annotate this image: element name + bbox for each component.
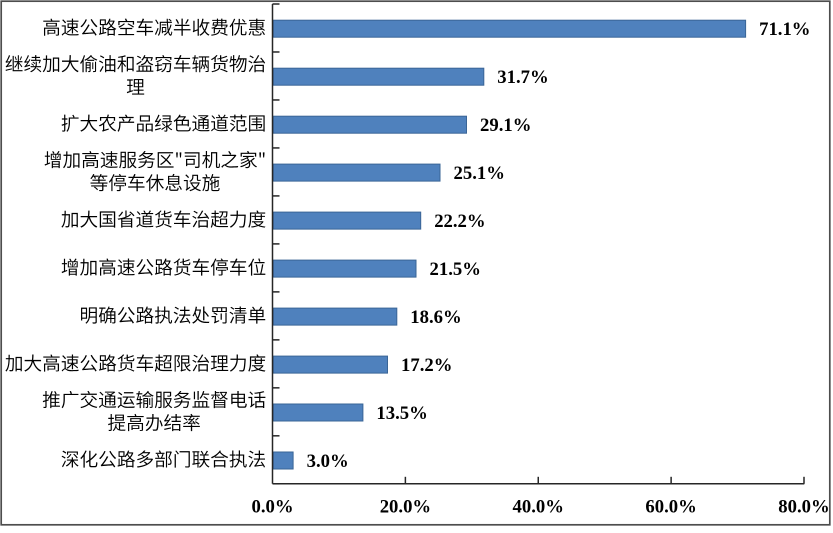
svg-text:18.6%: 18.6%: [410, 307, 461, 328]
svg-text:0.0%: 0.0%: [251, 497, 293, 518]
svg-text:25.1%: 25.1%: [454, 163, 505, 184]
svg-text:22.2%: 22.2%: [434, 211, 485, 232]
svg-text:17.2%: 17.2%: [401, 355, 452, 376]
svg-text:31.7%: 31.7%: [497, 67, 548, 88]
svg-text:20.0%: 20.0%: [380, 497, 431, 518]
svg-text:60.0%: 60.0%: [645, 497, 696, 518]
svg-text:13.5%: 13.5%: [376, 403, 427, 424]
svg-text:40.0%: 40.0%: [513, 497, 564, 518]
svg-text:3.0%: 3.0%: [307, 451, 349, 472]
svg-text:21.5%: 21.5%: [430, 259, 481, 280]
svg-text:29.1%: 29.1%: [480, 115, 531, 136]
svg-text:71.1%: 71.1%: [759, 19, 810, 40]
svg-text:80.0%: 80.0%: [778, 497, 829, 518]
